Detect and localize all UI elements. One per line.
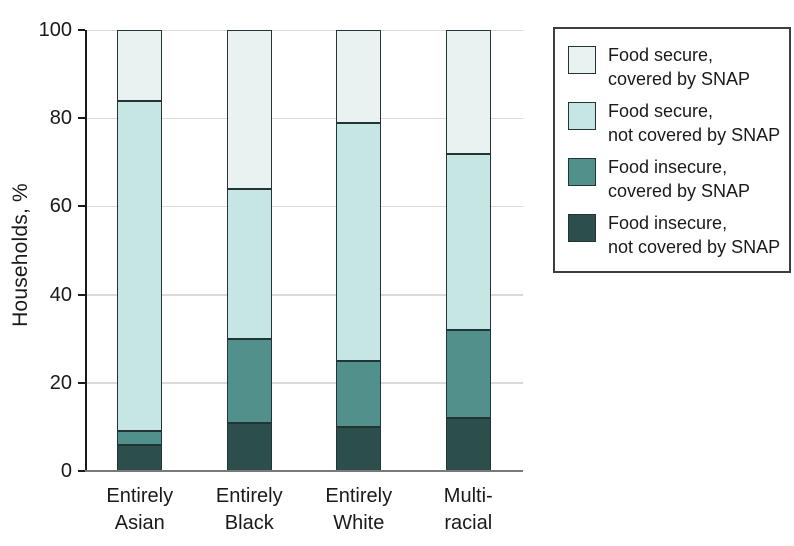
- bar-entirely-asian: [117, 30, 163, 471]
- y-tick-label-100: 100: [38, 19, 72, 41]
- legend-label-food-secure-covered-by-snap: Food secure, covered by SNAP: [608, 43, 750, 91]
- legend-label-line: not covered by SNAP: [608, 237, 781, 257]
- legend-label-line: Food insecure,: [608, 213, 728, 233]
- bars-container: [85, 30, 523, 471]
- y-tick-0: [78, 470, 85, 472]
- x-label-line: Entirely: [106, 485, 174, 507]
- plot-area: 0 20 40 60 80 100: [39, 20, 523, 481]
- bar-segment-entirely-white-food-insecure-covered-by-snap: [336, 360, 382, 427]
- y-axis-title: Households, %: [9, 183, 32, 327]
- x-label-entirely-black: Entirely Black: [195, 483, 305, 537]
- legend-swatch-food-insecure-not-covered-by-snap: [568, 214, 596, 242]
- legend-swatch-food-insecure-covered-by-snap: [568, 158, 596, 186]
- legend-entry-food-secure-covered-by-snap: Food secure, covered by SNAP: [568, 43, 781, 91]
- bar-segment-entirely-asian-food-insecure-covered-by-snap: [117, 431, 163, 445]
- y-tick-40: [78, 293, 85, 296]
- gridline-40: [85, 294, 523, 296]
- y-tick-20: [78, 381, 85, 384]
- bar-segment-multiracial-food-insecure-covered-by-snap: [445, 329, 491, 419]
- legend-entry-food-insecure-not-covered-by-snap: Food insecure, not covered by SNAP: [568, 211, 781, 259]
- y-tick-60: [78, 205, 85, 208]
- x-label-line: Black: [224, 512, 274, 534]
- y-axis-line: [85, 30, 87, 472]
- bar-segment-multiracial-food-insecure-not-covered-by-snap: [445, 418, 491, 471]
- x-label-line: racial: [444, 512, 493, 534]
- legend-entry-food-insecure-covered-by-snap: Food insecure, covered by SNAP: [568, 155, 781, 203]
- bar-segment-entirely-black-food-secure-not-covered-by-snap: [226, 188, 272, 339]
- bar-entirely-white: [336, 30, 382, 471]
- bar-segment-entirely-black-food-secure-covered-by-snap: [226, 30, 272, 189]
- bar-band-multiracial: [414, 30, 524, 471]
- bar-segment-entirely-white-food-secure-not-covered-by-snap: [336, 122, 382, 361]
- gridline-80: [85, 117, 523, 120]
- gridline-100: [85, 29, 523, 31]
- x-label-multiracial: Multi-racial: [414, 483, 524, 537]
- x-label-line: Entirely: [325, 485, 393, 507]
- bar-segment-entirely-black-food-insecure-not-covered-by-snap: [226, 422, 272, 471]
- bar-segment-entirely-black-food-insecure-covered-by-snap: [226, 338, 272, 423]
- y-tick-100: [78, 29, 85, 31]
- legend-label-line: covered by SNAP: [608, 69, 751, 89]
- y-tick-label-60: 60: [49, 195, 72, 218]
- gridline-60: [85, 205, 523, 208]
- bar-band-entirely-asian: [85, 30, 195, 471]
- legend-label-food-insecure-not-covered-by-snap: Food insecure, not covered by SNAP: [608, 211, 780, 259]
- bar-entirely-black: [226, 30, 272, 471]
- legend-label-line: covered by SNAP: [608, 181, 751, 201]
- bar-segment-multiracial-food-secure-covered-by-snap: [445, 30, 491, 154]
- bar-multiracial: [445, 30, 491, 471]
- x-axis-labels: Entirely Asian Entirely Black Entirely White M…: [85, 483, 523, 537]
- legend-label-line: not covered by SNAP: [608, 125, 781, 145]
- y-tick-label-0: 0: [60, 460, 72, 482]
- bar-band-entirely-black: [195, 30, 305, 471]
- y-tick-80: [78, 117, 85, 120]
- legend-label-line: Food secure,: [608, 45, 714, 65]
- legend-entry-food-secure-not-covered-by-snap: Food secure, not covered by SNAP: [568, 99, 781, 147]
- legend: Food secure, covered by SNAP Food secure, n…: [553, 27, 791, 273]
- legend-label-line: Food secure,: [608, 101, 714, 121]
- y-tick-label-80: 80: [49, 107, 72, 130]
- x-axis-line: [85, 470, 523, 472]
- bar-segment-entirely-asian-food-secure-not-covered-by-snap: [117, 100, 163, 432]
- y-tick-label-40: 40: [49, 283, 72, 306]
- legend-label-food-insecure-covered-by-snap: Food insecure, covered by SNAP: [608, 155, 750, 203]
- legend-label-food-secure-not-covered-by-snap: Food secure, not covered by SNAP: [608, 99, 780, 147]
- x-label-entirely-asian: Entirely Asian: [85, 483, 195, 537]
- x-label-line: White: [333, 512, 385, 534]
- bar-segment-entirely-asian-food-insecure-not-covered-by-snap: [117, 444, 163, 471]
- legend-swatch-food-secure-covered-by-snap: [568, 46, 596, 74]
- x-label-line: Multi-: [443, 485, 493, 507]
- y-tick-label-20: 20: [49, 371, 72, 394]
- bar-band-entirely-white: [304, 30, 414, 471]
- gridline-20: [85, 382, 523, 384]
- x-label-entirely-white: Entirely White: [304, 483, 414, 537]
- x-label-line: Entirely: [215, 485, 283, 507]
- bar-segment-multiracial-food-secure-not-covered-by-snap: [445, 153, 491, 330]
- legend-label-line: Food insecure,: [608, 157, 728, 177]
- bar-segment-entirely-white-food-secure-covered-by-snap: [336, 30, 382, 123]
- bar-segment-entirely-white-food-insecure-not-covered-by-snap: [336, 426, 382, 471]
- legend-swatch-food-secure-not-covered-by-snap: [568, 102, 596, 130]
- bar-segment-entirely-asian-food-secure-covered-by-snap: [117, 30, 163, 101]
- x-label-line: Asian: [114, 512, 165, 534]
